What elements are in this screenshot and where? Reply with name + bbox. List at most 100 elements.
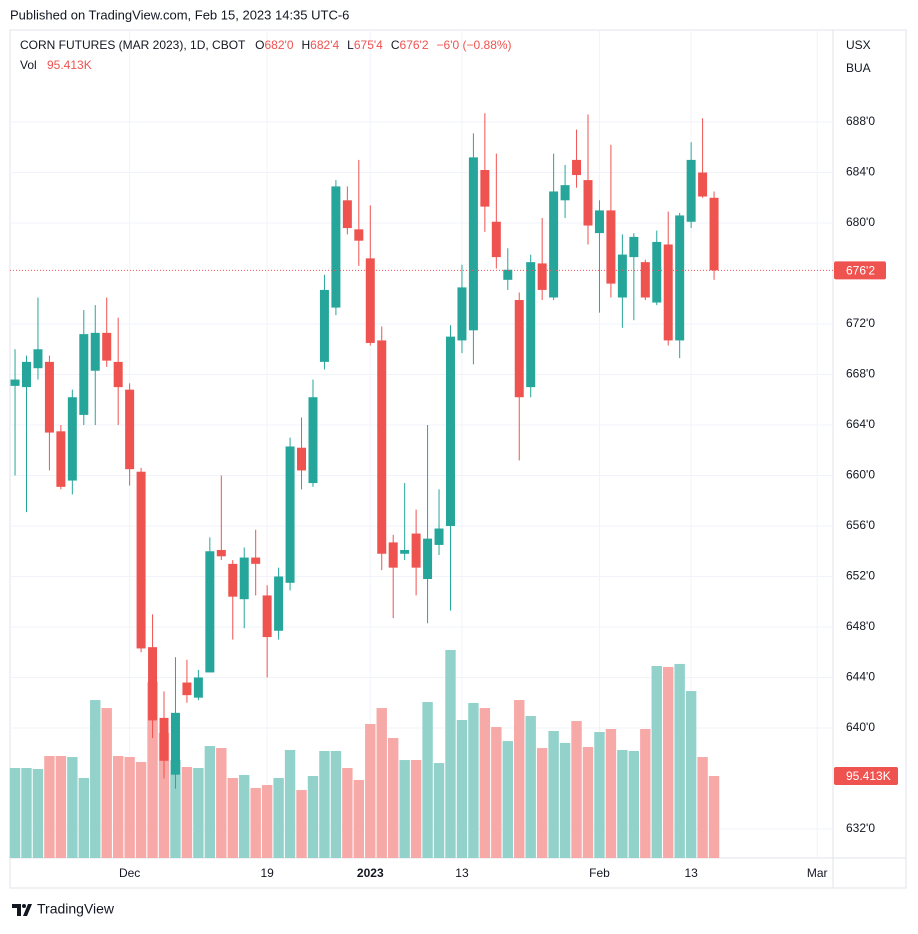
volume-bar [21,768,32,858]
legend-value: 682'4 [310,38,339,52]
candle-body [33,349,43,369]
legend-key: L [347,38,354,52]
volume-bar [674,663,685,858]
published: Published on TradingView.com, Feb 15, 20… [10,7,349,22]
volume-bar [330,751,342,858]
logo [12,904,32,916]
candle-body [193,677,203,698]
candle-body [239,557,249,600]
volume-bar [502,741,513,858]
candle-body [56,431,66,487]
candle-body [434,528,444,545]
candle-body [102,332,112,361]
legend-key: C [391,38,400,52]
candle-body [354,229,364,241]
volume-bar [261,785,273,858]
y-tick-label: 640'0 [846,720,875,734]
volume-bar [307,776,319,858]
candle-body [262,595,272,638]
candle-body [67,397,77,481]
candle-body [560,185,570,201]
y-tick-label: 660'0 [846,468,875,482]
candle-body [537,263,547,290]
candle-body [445,336,455,526]
candle-body [468,157,478,331]
volume-bar [227,777,238,858]
y-tick-label: 664'0 [846,417,875,431]
legend: CORN FUTURES (MAR 2023), 1D, CBOT O682'0 H… [20,38,512,52]
volume-bar [456,719,468,858]
volume-tag-label: 95.413K [846,769,891,783]
candle-body [675,215,685,341]
volume-bar [559,742,571,858]
y-tick-label: 672'0 [846,316,875,330]
candle-body [549,191,559,298]
legend-value: 682'0 [265,38,294,52]
volume-bar [90,700,101,858]
currency: USX [846,38,871,52]
volume-bar [548,730,559,858]
candle-body [170,712,180,775]
candle-body [400,549,410,554]
y-tick-label: 668'0 [846,367,875,381]
candle-body [491,221,501,258]
candle-body [594,210,604,234]
volume-bar [55,755,67,858]
candle-body [297,447,307,471]
volume-bar [319,751,330,858]
volume-bar [640,729,651,858]
volume-bar [376,708,387,858]
candle-body [411,533,421,568]
candle-body [113,361,123,388]
volume-bar [479,708,491,858]
candle-body [216,549,226,557]
volume-bar [204,746,216,858]
volume-bar [170,760,181,858]
candle-body [629,236,639,258]
y-tick-label: 648'0 [846,619,875,633]
volume-bar [422,702,433,858]
candle-body [606,210,616,284]
volume-bar [525,716,536,858]
volume-bar [44,755,55,858]
volume-bar [284,749,296,858]
x-tick-label: Mar [807,866,828,880]
volume-bar [387,738,399,858]
candle-body [503,269,513,280]
candle-body [583,180,593,226]
last-price-label: 676'2 [846,264,875,278]
volume-bar [663,666,674,858]
candle-body [285,446,295,583]
volume-bar [101,708,112,858]
candle-body [44,361,54,433]
volume-bar [250,787,261,858]
volume-title: Vol [20,58,37,72]
candle-body [205,551,215,673]
volume-bar [273,777,284,858]
candle-body [388,542,398,568]
volume-bar [514,700,525,858]
volume-bar [9,768,21,858]
candle-body [22,361,32,388]
volume-bar [617,749,628,858]
volume-bar [468,702,479,858]
y-tick-label: 644'0 [846,670,875,684]
brand: TradingView [37,901,115,917]
y-tick-label: 652'0 [846,569,875,583]
candle-body [308,397,318,484]
volume-legend-value: 95.413K [47,58,92,72]
volume-bar [605,729,617,858]
volume-bar [697,757,708,858]
volume-bar [594,732,605,858]
candle-body [319,289,329,362]
candle-body [136,471,146,649]
volume-bar [651,666,662,858]
volume-bar [365,724,376,858]
candle-body [457,287,467,341]
candle-body [698,172,708,197]
y-tick-label: 632'0 [846,821,875,835]
candle-body [377,340,387,554]
candle-body [663,244,673,341]
volume-bar [124,757,135,858]
